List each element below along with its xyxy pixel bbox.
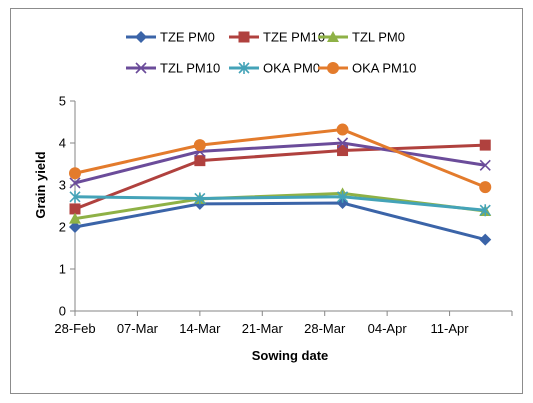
y-tick-label: 4 [59,136,66,151]
legend-entry: TZL PM0 [318,30,405,45]
data-point-star [194,192,206,205]
data-point-star [69,190,81,203]
data-point-circle [336,123,349,136]
x-tick-label: 04-Apr [368,321,408,336]
y-tick-label: 2 [59,220,66,235]
legend-label: OKA PM0 [263,61,320,76]
data-point-x [135,62,147,74]
legend-label: TZE PM10 [263,30,325,45]
x-tick-label: 11-Apr [431,321,470,336]
y-tick-label: 1 [59,262,66,277]
data-point-circle [479,181,492,194]
x-tick-label: 21-Mar [242,321,284,336]
legend-entry: OKA PM10 [318,61,416,76]
legend-entry: TZE PM10 [229,30,325,45]
x-tick-label: 14-Mar [179,321,221,336]
data-point-triangle [69,212,81,224]
data-point-circle [327,62,339,74]
x-axis-title: Sowing date [252,348,329,363]
series-oka-pm0 [69,190,491,217]
series-group [69,123,492,246]
data-point-star [238,62,250,74]
data-point-x [69,177,81,189]
data-point-diamond [69,221,81,233]
data-point-star [479,204,491,217]
y-tick-label: 3 [59,178,66,193]
legend-entry: OKA PM0 [229,61,320,76]
data-point-star [336,190,349,203]
data-point-diamond [479,233,492,246]
series-line [74,195,486,212]
data-point-square [337,145,349,157]
data-point-diamond [135,31,147,43]
legend-label: TZL PM0 [352,30,405,45]
x-tick-label: 28-Mar [304,321,346,336]
series-tze-pm0 [69,197,492,246]
y-tick-label: 5 [59,94,66,109]
legend: TZE PM0 TZE PM10 TZL PM0 TZL PM10 OKA PM0 OKA… [126,30,416,76]
x-tick-label: 28-Feb [54,321,95,336]
data-point-square [238,31,250,43]
series-tze-pm10 [69,139,491,215]
y-tick-label: 0 [59,304,66,319]
data-point-x [336,137,349,149]
series-line [74,128,486,189]
data-point-x [479,159,491,171]
legend-entry: TZL PM10 [126,61,220,76]
data-point-square [69,203,81,215]
legend-label: OKA PM10 [352,61,416,76]
axes: 0 1 2 3 4 5 28-Feb 07-Mar 14-Mar 21-Mar 28-Mar 04-A… [54,94,513,336]
series-line [74,143,486,211]
series-line [74,201,486,242]
data-point-square [479,139,491,151]
series-oka-pm10 [69,123,492,194]
legend-label: TZE PM0 [160,30,215,45]
data-point-square [194,155,206,167]
y-axis-title: Grain yield [33,151,48,218]
data-point-circle [193,139,206,152]
legend-label: TZL PM10 [160,61,220,76]
data-point-triangle [327,31,339,42]
legend-entry: TZE PM0 [126,30,215,45]
data-point-circle [69,167,81,180]
x-tick-label: 07-Mar [117,321,159,336]
series-line [74,141,486,185]
